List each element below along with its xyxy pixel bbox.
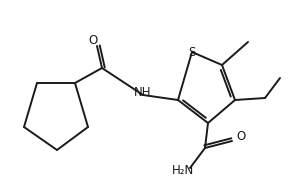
- Text: S: S: [188, 46, 196, 58]
- Text: O: O: [236, 130, 246, 143]
- Text: NH: NH: [134, 86, 152, 100]
- Text: H₂N: H₂N: [172, 163, 194, 177]
- Text: O: O: [88, 33, 98, 46]
